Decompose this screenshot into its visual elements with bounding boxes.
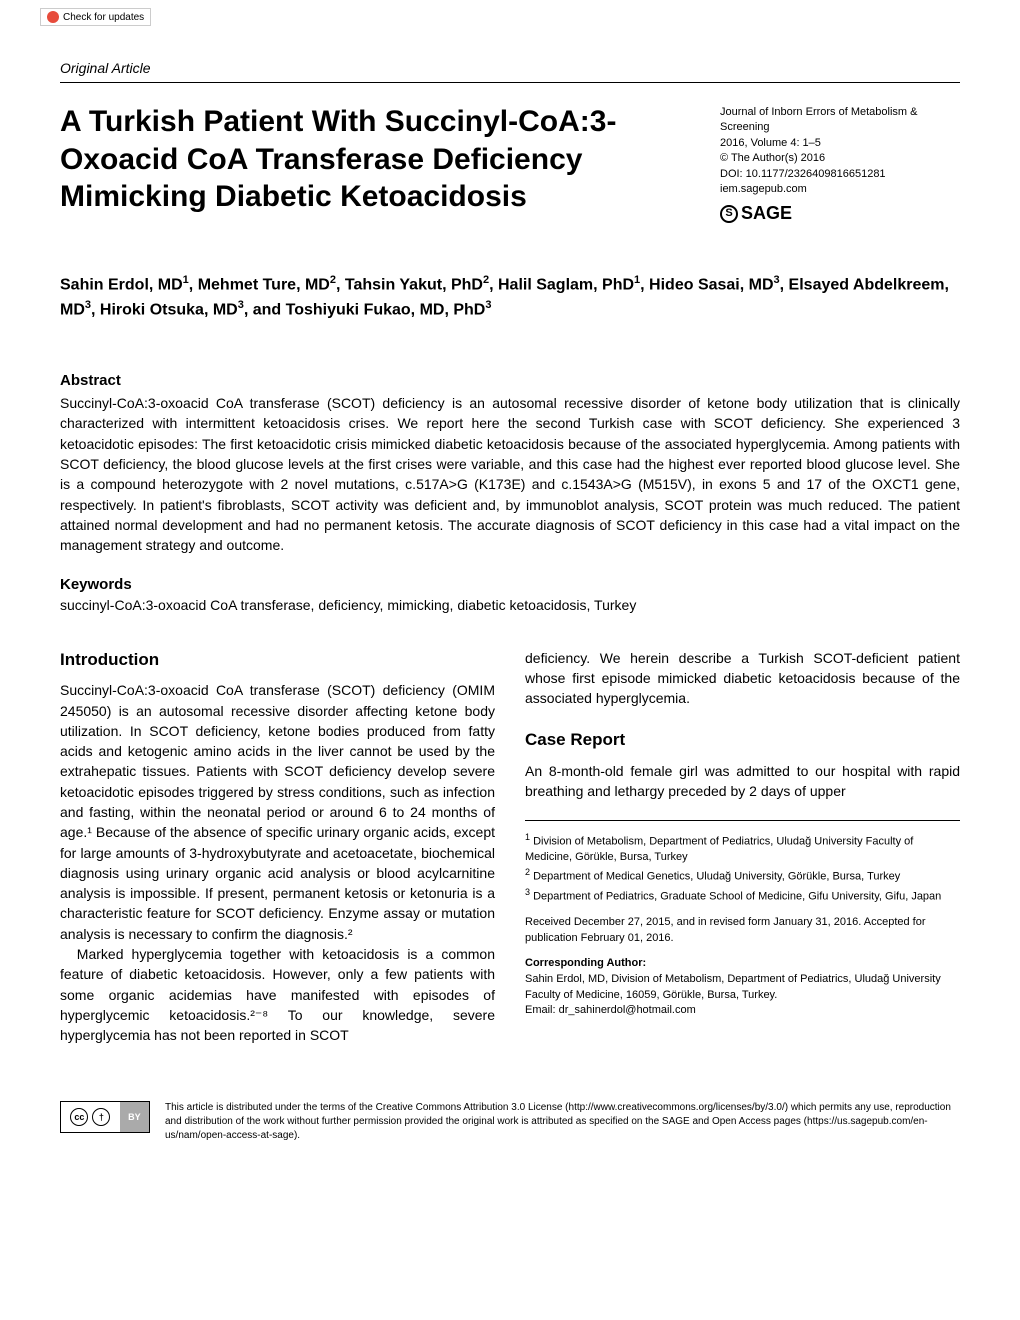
abstract-heading: Abstract — [60, 372, 960, 389]
cc-left: cc † — [61, 1102, 120, 1132]
intro-p3: deficiency. We herein describe a Turkish… — [525, 648, 960, 709]
intro-p2: Marked hyperglycemia together with ketoa… — [60, 944, 495, 1045]
corr-heading: Corresponding Author: — [525, 956, 960, 972]
abstract-text: Succinyl-CoA:3-oxoacid CoA transferase (… — [60, 393, 960, 555]
case-p1: An 8-month-old female girl was admitted … — [525, 761, 960, 802]
case-heading: Case Report — [525, 728, 960, 753]
corr-text: Sahin Erdol, MD, Division of Metabolism,… — [525, 972, 960, 1003]
check-updates-badge[interactable]: Check for updates — [40, 8, 151, 26]
journal-name: Journal of Inborn Errors of Metabolism &… — [720, 105, 960, 136]
article-page: Original Article A Turkish Patient With … — [0, 0, 1020, 1086]
header-row: A Turkish Patient With Succinyl-CoA:3-Ox… — [60, 103, 960, 227]
affiliations: 1 Division of Metabolism, Department of … — [525, 831, 960, 906]
received-text: Received December 27, 2015, and in revis… — [525, 915, 960, 946]
journal-doi: DOI: 10.1177/2326409816651281 — [720, 167, 960, 182]
footer: cc † BY This article is distributed unde… — [0, 1086, 1020, 1173]
cc-icon: cc — [70, 1108, 88, 1126]
authors: Sahin Erdol, MD1, Mehmet Ture, MD2, Tahs… — [60, 272, 960, 323]
journal-volume: 2016, Volume 4: 1–5 — [720, 136, 960, 151]
corr-email: Email: dr_sahinerdol@hotmail.com — [525, 1003, 960, 1018]
affil-1: 1 Division of Metabolism, Department of … — [525, 831, 960, 867]
sage-text: SAGE — [741, 201, 792, 226]
intro-p1: Succinyl-CoA:3-oxoacid CoA transferase (… — [60, 680, 495, 944]
cc-badge: cc † BY — [60, 1101, 150, 1133]
sage-logo: S SAGE — [720, 201, 960, 226]
cc-by-label: BY — [120, 1102, 149, 1132]
by-icon: † — [92, 1108, 110, 1126]
affil-divider — [525, 820, 960, 821]
affil-3: 3 Department of Pediatrics, Graduate Sch… — [525, 886, 960, 906]
body-columns: Introduction Succinyl-CoA:3-oxoacid CoA … — [60, 648, 960, 1046]
article-type: Original Article — [60, 60, 960, 83]
article-title: A Turkish Patient With Succinyl-CoA:3-Ox… — [60, 103, 680, 227]
affil-3-text: Department of Pediatrics, Graduate Schoo… — [533, 890, 941, 902]
journal-url: iem.sagepub.com — [720, 182, 960, 197]
updates-icon — [47, 11, 59, 23]
keywords-heading: Keywords — [60, 576, 960, 593]
footer-text: This article is distributed under the te… — [165, 1101, 960, 1143]
affil-1-text: Division of Metabolism, Department of Pe… — [525, 835, 913, 863]
right-column: deficiency. We herein describe a Turkish… — [525, 648, 960, 1046]
updates-label: Check for updates — [63, 12, 144, 23]
intro-heading: Introduction — [60, 648, 495, 673]
keywords-text: succinyl-CoA:3-oxoacid CoA transferase, … — [60, 597, 960, 613]
affil-2-text: Department of Medical Genetics, Uludağ U… — [533, 871, 900, 883]
journal-copyright: © The Author(s) 2016 — [720, 151, 960, 166]
left-column: Introduction Succinyl-CoA:3-oxoacid CoA … — [60, 648, 495, 1046]
sage-s-icon: S — [720, 205, 738, 223]
journal-info: Journal of Inborn Errors of Metabolism &… — [720, 103, 960, 227]
affil-2: 2 Department of Medical Genetics, Uludağ… — [525, 866, 960, 886]
